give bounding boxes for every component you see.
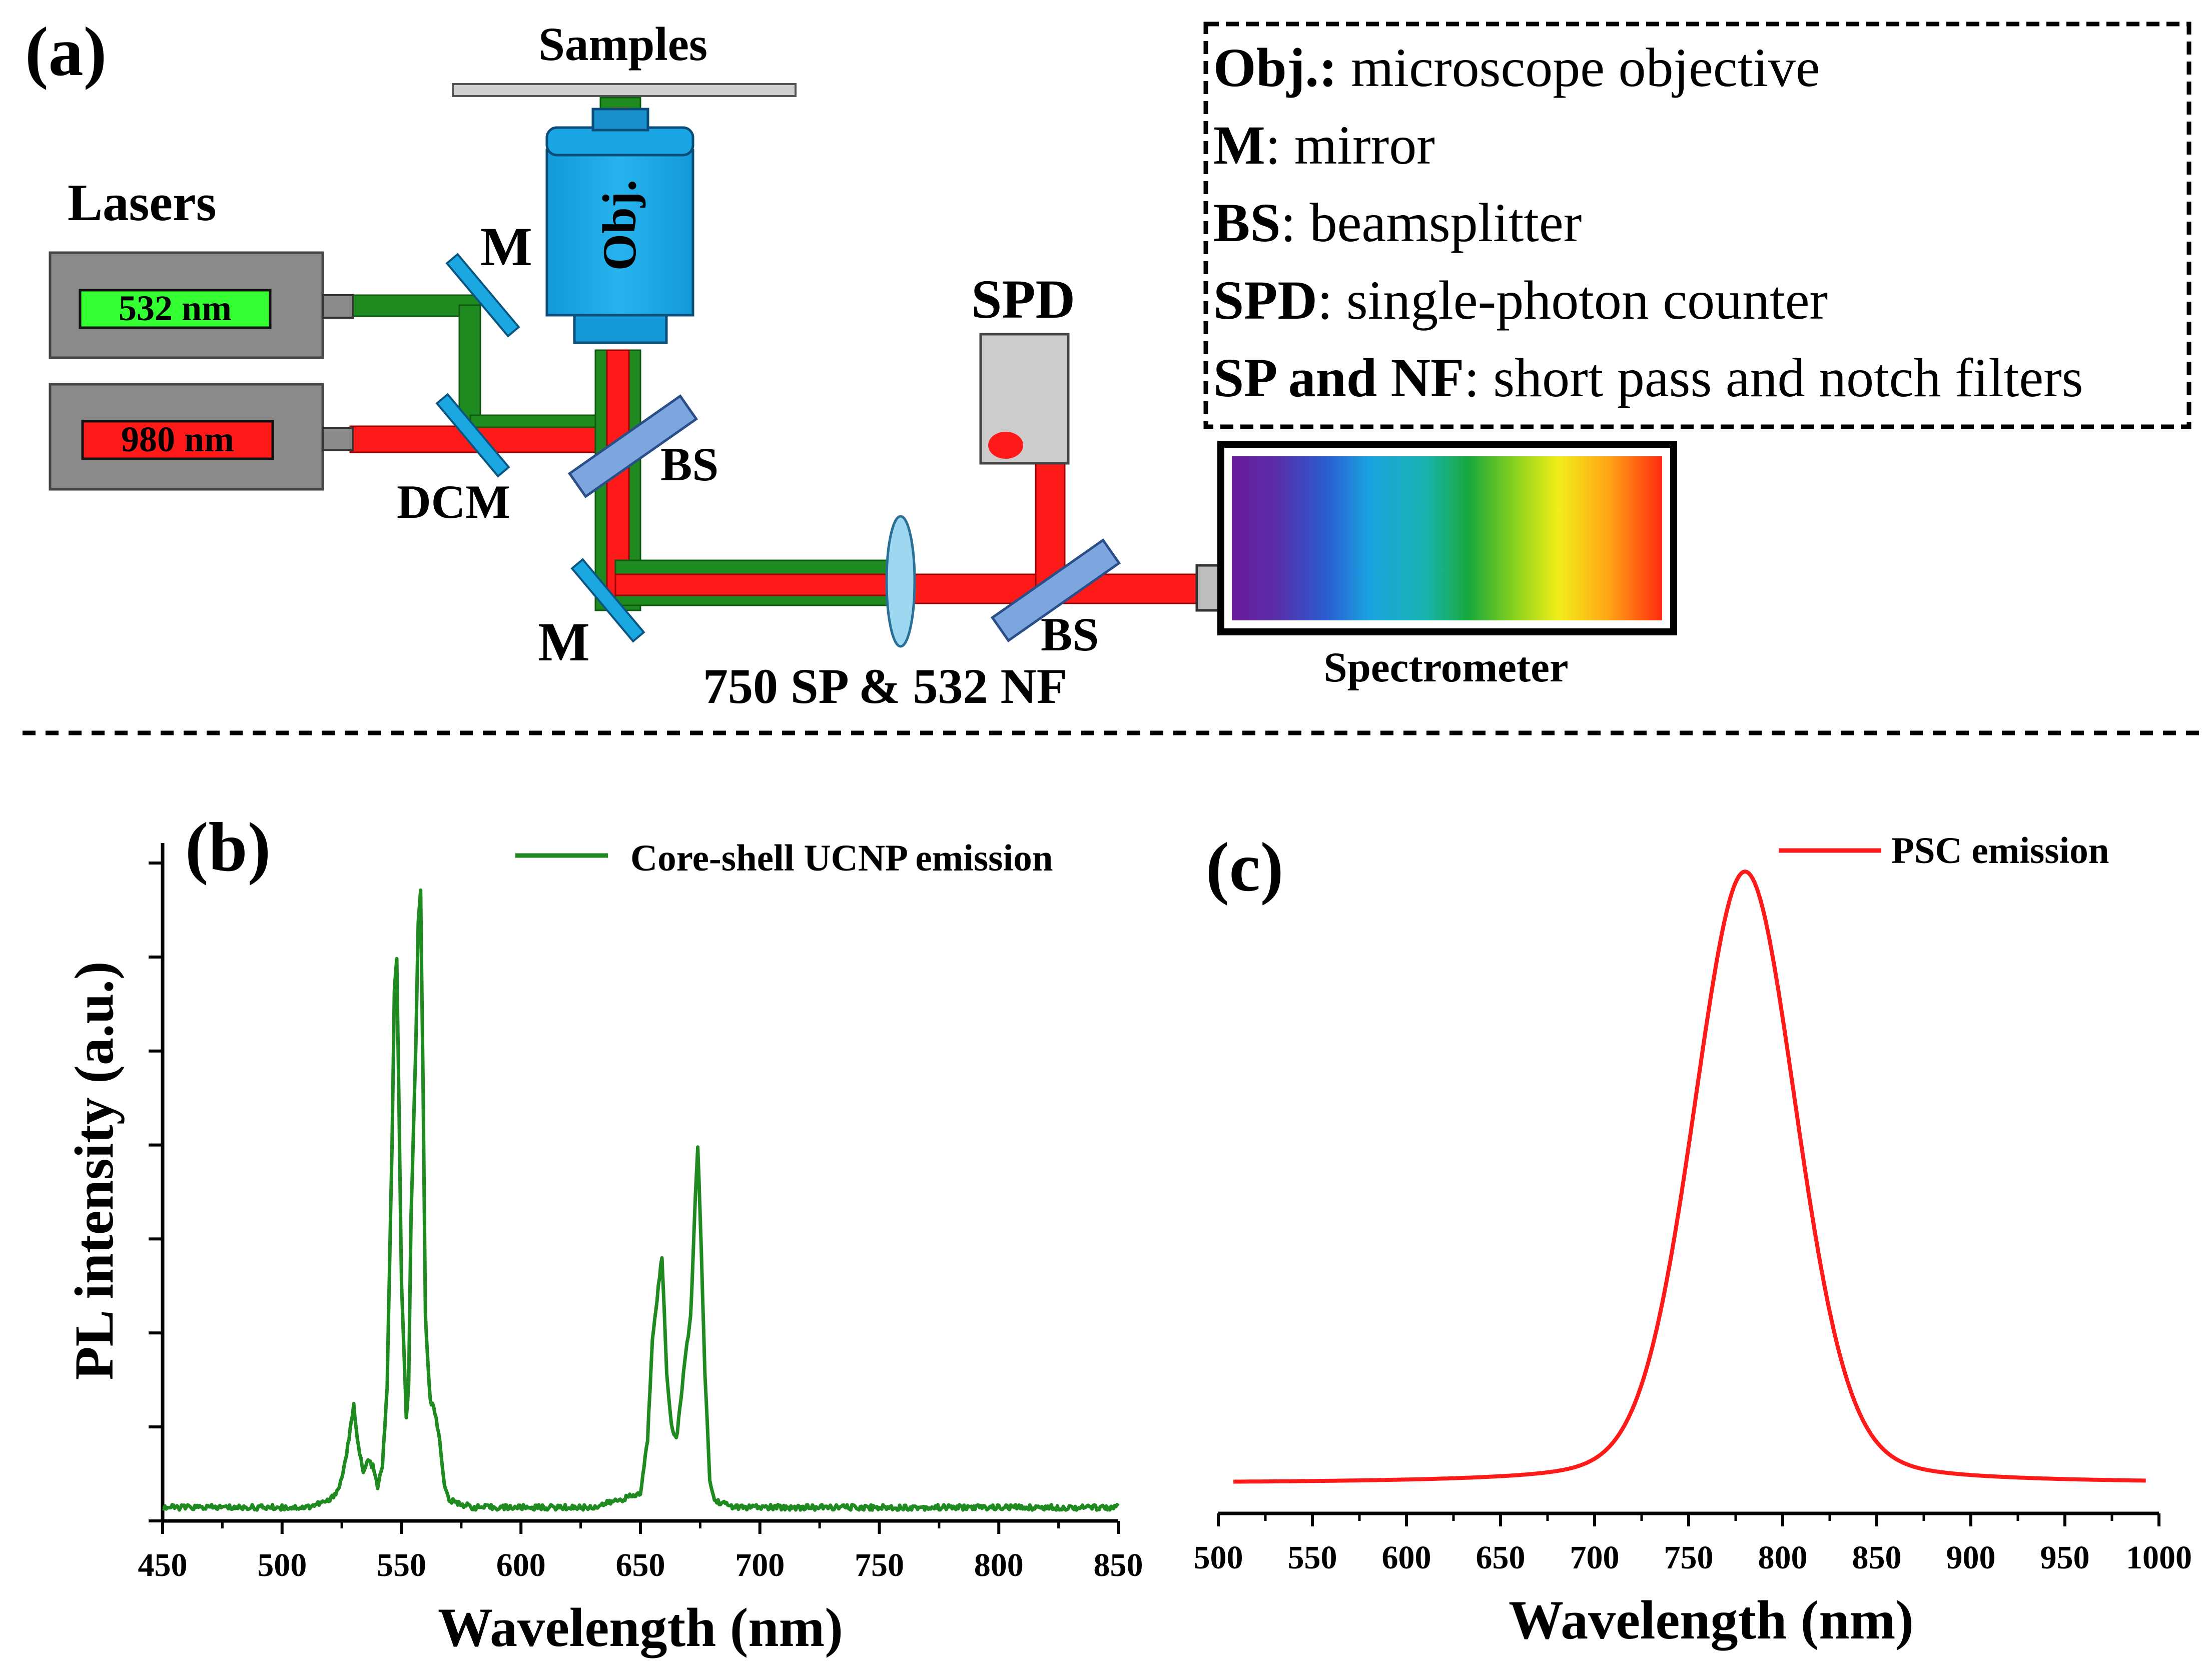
objective: Obj. xyxy=(545,108,694,344)
laser-532: 532 nm xyxy=(49,251,354,359)
chart-c-axes: 500 550 600 650 700 750 800 850 900 950 1000 xyxy=(1194,1511,2192,1576)
beamsplitter-1 xyxy=(567,394,698,498)
laser-980-label: 980 nm xyxy=(121,419,234,459)
laser-980: 980 nm xyxy=(49,383,354,491)
spectrometer-spectrum xyxy=(1232,456,1662,620)
dichroic-mirror xyxy=(435,393,510,478)
panel-label-c: (c) xyxy=(1206,828,1283,906)
beam-horizontal-red xyxy=(614,573,907,596)
x-tick-label: 950 xyxy=(2040,1539,2090,1576)
mirror-bottom xyxy=(570,558,645,643)
mirror-top xyxy=(445,253,520,338)
sample-stage xyxy=(452,83,797,97)
spd-label: SPD xyxy=(971,269,1075,330)
spectrometer-label: Spectrometer xyxy=(1323,644,1568,691)
legend-item-sp-nf: SP and NF: short pass and notch filters xyxy=(1213,350,2083,405)
legend-desc: : short pass and notch filters xyxy=(1464,347,2083,408)
chart-c-legend-label: PSC emission xyxy=(1891,830,2109,872)
x-tick-label: 750 xyxy=(1664,1539,1714,1576)
legend-key: SP and NF xyxy=(1213,347,1464,408)
x-tick-label: 850 xyxy=(1094,1547,1143,1583)
x-tick-label: 450 xyxy=(138,1547,188,1583)
x-tick-label: 800 xyxy=(1758,1539,1808,1576)
x-tick-label: 600 xyxy=(496,1547,546,1583)
objective-label: Obj. xyxy=(593,180,646,271)
samples-label: Samples xyxy=(538,18,707,71)
mirror-top-label: M xyxy=(480,216,532,277)
chart-c-plot xyxy=(1233,870,2146,1484)
legend-key: Obj.: xyxy=(1213,37,1337,98)
legend-key: SPD xyxy=(1213,270,1317,331)
series-line-psc xyxy=(1233,870,2146,1484)
laser-980-display xyxy=(81,420,274,460)
x-tick-label: 1000 xyxy=(2126,1539,2192,1576)
x-tick-label: 700 xyxy=(735,1547,785,1583)
series-line-ucnp xyxy=(162,888,1120,1512)
beamsplitter-2 xyxy=(990,538,1121,642)
chart-b-legend-label: Core-shell UCNP emission xyxy=(630,838,1053,879)
x-tick-label: 700 xyxy=(1570,1539,1620,1576)
x-tick-label: 800 xyxy=(974,1547,1024,1583)
chart-b: (b) PL intensity (a.u.) Wavelength (nm) … xyxy=(64,808,1143,1658)
x-tick-label: 850 xyxy=(1852,1539,1902,1576)
filter-lens xyxy=(885,515,916,648)
panel-a: (a) Samples Lasers 532 nm xyxy=(23,13,2199,735)
x-tick-label: 500 xyxy=(257,1547,307,1583)
legend-desc: : beamsplitter xyxy=(1280,192,1582,253)
legend-desc: microscope objective xyxy=(1337,37,1820,98)
chart-c: (c) Wavelength (nm) PSC emission 500 550 6… xyxy=(1194,828,2192,1650)
lasers-label: Lasers xyxy=(68,173,216,232)
legend-item-m: M: mirror xyxy=(1213,118,1435,173)
chart-c-xlabel: Wavelength (nm) xyxy=(1509,1589,1914,1650)
chart-b-axes: 450 500 550 600 650 700 750 800 850 xyxy=(138,843,1143,1583)
x-tick-label: 500 xyxy=(1194,1539,1243,1576)
legend-key: M xyxy=(1213,115,1265,176)
legend-box xyxy=(1203,22,2191,429)
chart-b-ylabel: PL intensity (a.u.) xyxy=(64,961,125,1380)
chart-b-plot xyxy=(162,888,1120,1512)
legend-item-spd: SPD: single-photon counter xyxy=(1213,273,1828,328)
legend-item-obj: Obj.: microscope objective xyxy=(1213,40,1820,95)
spd-detector xyxy=(988,432,1023,459)
bs-2-label: BS xyxy=(1041,608,1099,661)
chart-b-xlabel: Wavelength (nm) xyxy=(438,1597,843,1658)
legend-desc: : single-photon counter xyxy=(1317,270,1828,331)
laser-532-display xyxy=(79,289,272,329)
dcm-label: DCM xyxy=(397,475,510,528)
x-tick-label: 600 xyxy=(1382,1539,1431,1576)
filters-label: 750 SP & 532 NF xyxy=(703,658,1067,714)
x-tick-label: 550 xyxy=(1288,1539,1337,1576)
x-tick-label: 650 xyxy=(616,1547,665,1583)
x-tick-label: 650 xyxy=(1476,1539,1526,1576)
x-tick-label: 900 xyxy=(1946,1539,1996,1576)
laser-532-label: 532 nm xyxy=(119,288,232,328)
legend-item-bs: BS: beamsplitter xyxy=(1213,195,1582,250)
mirror-bottom-label: M xyxy=(538,611,590,672)
panel-label-a: (a) xyxy=(25,13,107,91)
bs-1-label: BS xyxy=(660,438,718,491)
x-tick-label: 550 xyxy=(377,1547,426,1583)
legend-key: BS xyxy=(1213,192,1281,253)
x-tick-label: 750 xyxy=(855,1547,904,1583)
legend-desc: : mirror xyxy=(1265,115,1435,176)
panel-label-b: (b) xyxy=(185,808,271,886)
beam-red-to-spd xyxy=(1035,459,1066,591)
